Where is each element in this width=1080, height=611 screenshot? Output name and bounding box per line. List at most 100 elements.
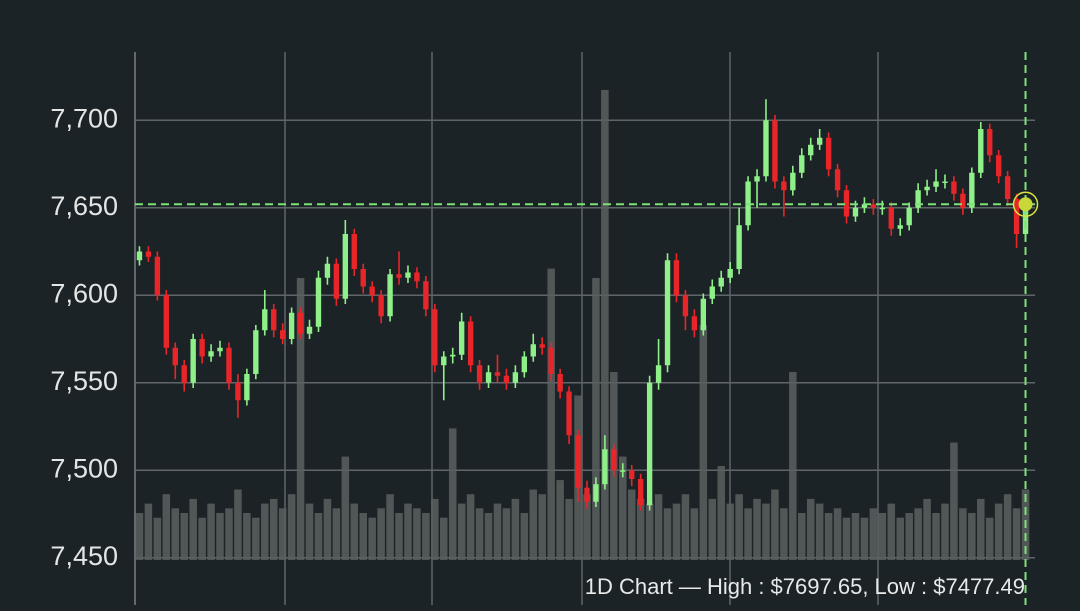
volume-bar: [851, 513, 860, 560]
candle-body: [154, 256, 161, 296]
volume-bars: [135, 90, 1030, 560]
volume-bar: [690, 508, 699, 560]
volume-bar: [941, 503, 949, 560]
candle-body: [825, 137, 832, 170]
candle-body: [924, 186, 930, 191]
volume-bar: [842, 517, 851, 560]
volume-bar: [341, 456, 350, 560]
candle-body: [969, 172, 975, 208]
volume-bar: [645, 503, 654, 560]
candle-body: [584, 487, 590, 502]
candle-body: [1022, 204, 1029, 234]
candle-body: [351, 234, 357, 269]
candle-body: [181, 365, 187, 383]
candle-body: [288, 312, 295, 339]
volume-bar: [887, 503, 896, 560]
candle-body: [602, 449, 608, 485]
volume-bar: [556, 480, 564, 560]
volume-bar: [502, 508, 511, 560]
candle-body: [673, 260, 680, 296]
y-tick-label: 7,650: [50, 191, 118, 221]
candle-body: [378, 295, 384, 317]
volume-bar: [726, 503, 734, 560]
volume-bar: [448, 428, 457, 560]
candle-body: [754, 176, 760, 182]
candle-body: [512, 372, 519, 383]
volume-bar: [287, 494, 296, 560]
y-tick-label: 7,700: [50, 103, 118, 133]
candle-body: [611, 449, 617, 471]
volume-bar: [440, 517, 448, 560]
volume-bar: [422, 513, 430, 560]
volume-bar: [243, 513, 251, 560]
candle-body: [799, 155, 805, 173]
candle-body: [870, 204, 877, 208]
volume-bar: [744, 508, 752, 560]
volume-bar: [547, 268, 555, 560]
volume-bar: [314, 513, 323, 560]
candle-body: [575, 435, 581, 488]
candle-body: [781, 181, 787, 191]
volume-bar: [323, 498, 332, 560]
candle-body: [521, 356, 528, 373]
candle-body: [136, 251, 143, 261]
volume-bar: [386, 494, 394, 560]
y-tick-label: 7,500: [50, 453, 118, 483]
volume-bar: [413, 508, 421, 560]
volume-bar: [806, 498, 815, 560]
volume-bar: [923, 498, 931, 560]
candle-body: [772, 120, 778, 182]
volume-bar: [565, 498, 573, 560]
candle-body: [763, 120, 769, 177]
volume-bar: [789, 372, 797, 560]
candle-body: [646, 382, 653, 506]
candle-body: [1013, 199, 1020, 234]
volume-bar: [466, 494, 475, 560]
candle-body: [629, 470, 635, 479]
candle-body: [906, 207, 912, 226]
candle-body: [557, 374, 563, 392]
volume-bar: [332, 508, 341, 560]
candle-body: [199, 339, 205, 357]
volume-bar: [511, 498, 520, 560]
candle-body: [995, 155, 1002, 177]
volume-bar: [583, 494, 591, 560]
candle-body: [593, 484, 599, 502]
volume-bar: [207, 503, 215, 560]
candle-body: [217, 347, 223, 352]
candle-body: [834, 169, 841, 191]
plot: [135, 52, 1039, 605]
candle-body: [476, 365, 483, 383]
volume-bar: [234, 489, 242, 560]
volume-bar: [994, 503, 1003, 560]
candle-body: [960, 193, 966, 208]
y-tick-label: 7,450: [50, 541, 118, 571]
volume-bar: [681, 494, 690, 560]
volume-bar: [627, 489, 636, 560]
candle-body: [297, 312, 304, 334]
candle-body: [235, 382, 241, 401]
volume-bar: [780, 508, 788, 560]
current-price-ring: [1012, 191, 1039, 217]
candle-body: [333, 263, 340, 299]
volume-bar: [135, 513, 144, 560]
candle-body: [942, 181, 948, 183]
candle-body: [664, 260, 671, 366]
volume-bar: [985, 517, 994, 560]
volume-bar: [350, 503, 359, 560]
candle-body: [145, 251, 152, 257]
candle-body: [494, 372, 501, 376]
volume-bar: [601, 90, 609, 560]
candle-body: [790, 172, 796, 191]
candle-body: [816, 137, 823, 145]
volume-bar: [198, 517, 206, 560]
candle-body: [208, 351, 214, 357]
volume-bar: [225, 508, 233, 560]
volume-bar: [368, 517, 376, 560]
volume-bar: [753, 498, 761, 560]
volume-bar: [431, 498, 439, 560]
volume-bar: [359, 513, 367, 560]
volume-bar: [189, 498, 197, 560]
